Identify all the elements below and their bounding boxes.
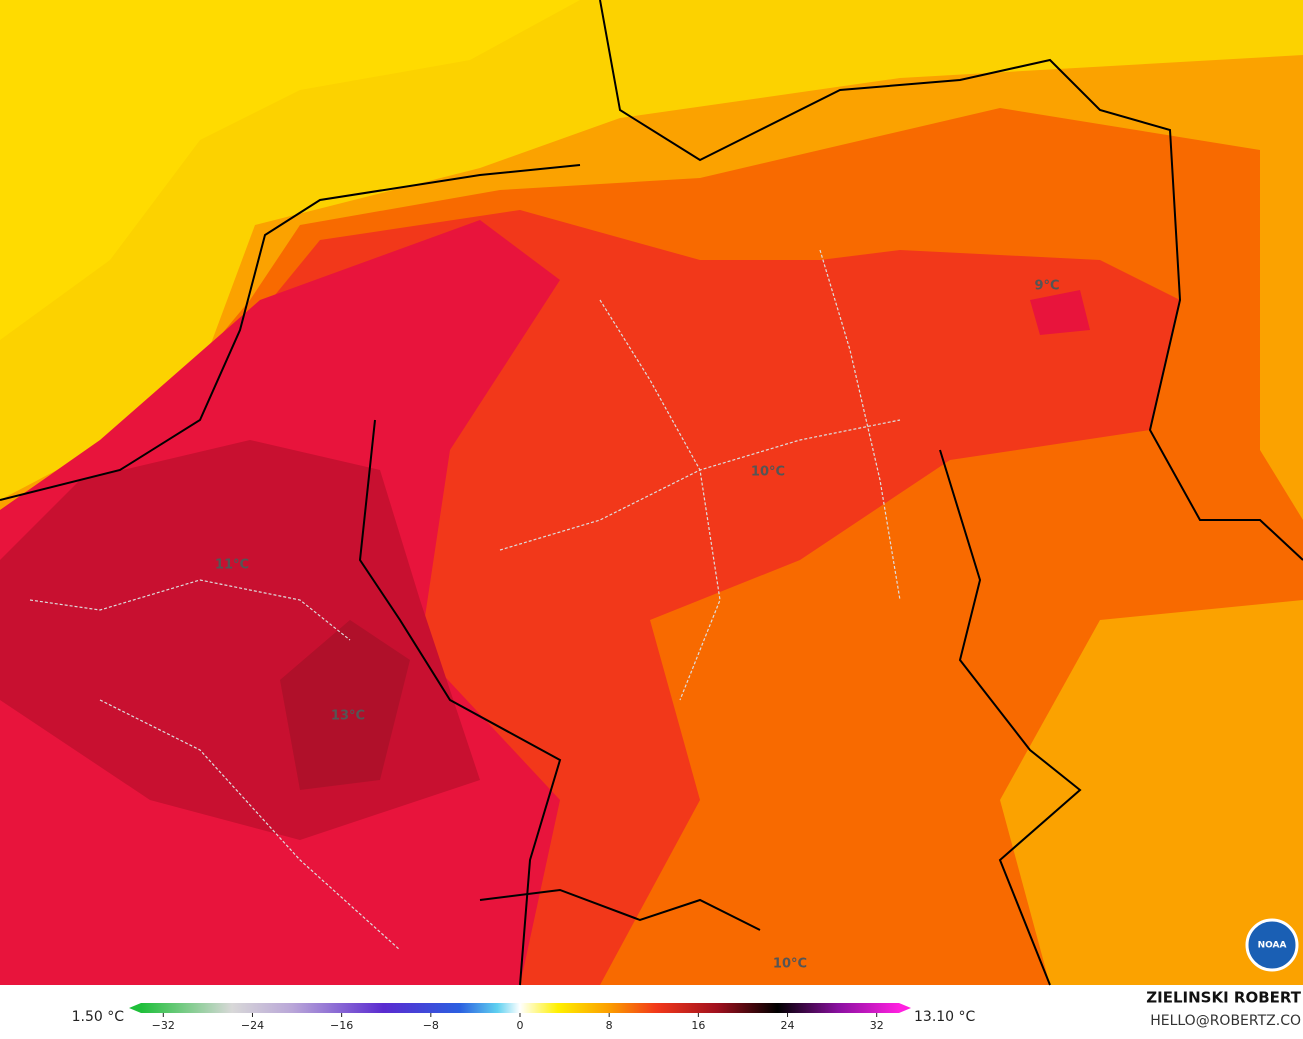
temp-label: 9°C (1034, 279, 1059, 294)
border (479, 888, 761, 931)
coastline (0, 164, 581, 501)
coastline (599, 0, 1303, 561)
colorbar-tick-label: −8 (423, 1019, 439, 1032)
colorbar-tick-label: 24 (781, 1019, 795, 1032)
zone (0, 0, 580, 340)
colorbar-arrow-low (129, 1003, 141, 1013)
temp-label: 11°C (215, 558, 249, 573)
colorbar-tick-label: 8 (606, 1019, 613, 1032)
map: 9°C 10°C 11°C 13°C 10°C NOAA (0, 0, 1303, 986)
region-border (599, 299, 721, 701)
zone (1030, 290, 1090, 335)
noaa-logo (1245, 918, 1299, 972)
borders (0, 0, 1303, 986)
border (939, 449, 1082, 986)
colorbar-tick-label: 0 (517, 1019, 524, 1032)
colorbar-tick-label: −16 (330, 1019, 353, 1032)
temp-label: 13°C (331, 709, 365, 724)
zone (280, 620, 410, 790)
region-border (99, 699, 401, 951)
colorbar-arrow-high (899, 1003, 911, 1013)
border (358, 419, 562, 986)
region-border (819, 249, 901, 601)
temp-label: 10°C (751, 465, 785, 480)
regions (29, 249, 901, 951)
colorbar-tick-label: 32 (870, 1019, 884, 1032)
colorbar-tick-label: −24 (241, 1019, 264, 1032)
min-value: 1.50 °C (72, 1009, 125, 1025)
colorbar-tick-label: −32 (152, 1019, 175, 1032)
colorbar-scale (141, 1003, 899, 1013)
colorbar: 1.50 °C 13.10 °C −32 −24 −16 −8 0 8 16 24 32 (72, 1003, 976, 1032)
region-border (29, 579, 351, 641)
temp-label: 10°C (773, 957, 807, 972)
credit-contact: HELLO@ROBERTZ.CO (1150, 1013, 1301, 1029)
noaa-text: NOAA (1258, 941, 1287, 951)
credit-name: ZIELINSKI ROBERT (1146, 989, 1301, 1007)
max-value: 13.10 °C (914, 1009, 976, 1025)
colorbar-tick-label: 16 (691, 1019, 705, 1032)
